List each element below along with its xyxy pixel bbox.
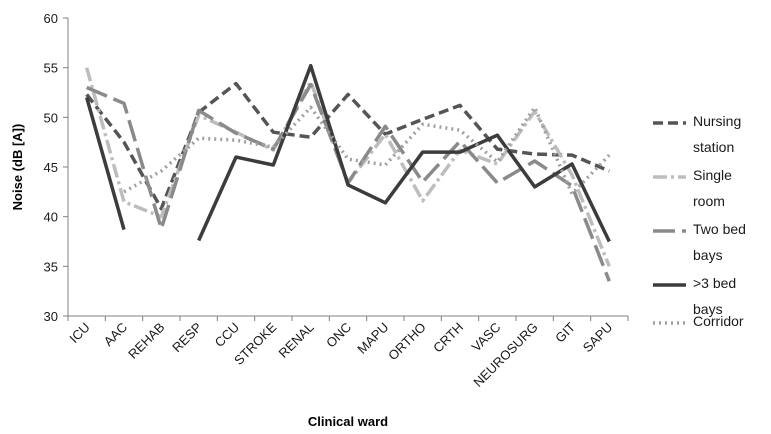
series-line xyxy=(85,97,126,231)
x-tick-label: CCU xyxy=(212,320,243,351)
legend-label: Single xyxy=(693,167,732,183)
legend-label: station xyxy=(693,139,734,155)
y-tick-label: 45 xyxy=(44,160,58,175)
y-tick-labels: 30 35 40 45 50 55 60 xyxy=(44,11,58,324)
y-tick-label: 40 xyxy=(44,210,58,225)
legend-label: Nursing xyxy=(693,113,741,129)
x-tick-label: SAPU xyxy=(580,320,616,356)
series-nursing-station xyxy=(85,81,610,211)
legend-label: bays xyxy=(693,301,723,317)
x-tick-label: CRTH xyxy=(430,320,466,356)
y-tick-label: 30 xyxy=(44,309,58,324)
y-tick-label: 60 xyxy=(44,11,58,26)
series-line xyxy=(85,81,610,211)
legend-label: Corridor xyxy=(693,313,744,329)
legend-item: Corridor xyxy=(653,313,744,329)
x-tick-label: GIT xyxy=(552,319,578,345)
x-tick-label: ORTHO xyxy=(385,320,429,364)
legend-item: >3 bed bays xyxy=(653,275,736,317)
x-tick-label: RENAL xyxy=(276,320,317,361)
x-tick-label: ONC xyxy=(323,320,354,351)
x-tick-label: VASC xyxy=(468,320,503,355)
legend-label: >3 bed xyxy=(693,275,736,291)
y-tick-label: 35 xyxy=(44,259,58,274)
x-axis-title: Clinical ward xyxy=(308,414,388,429)
series-lines xyxy=(85,63,611,282)
y-axis-title: Noise (dB [A]) xyxy=(10,124,25,211)
axes xyxy=(63,17,629,321)
legend-label: Two bed xyxy=(693,221,746,237)
x-tick-label: REHAB xyxy=(125,320,167,362)
legend-label: bays xyxy=(693,247,723,263)
legend-item: Nursing station xyxy=(653,113,741,155)
y-tick-label: 50 xyxy=(44,110,58,125)
x-tick-label: AAC xyxy=(101,320,131,350)
y-tick-label: 55 xyxy=(44,61,58,76)
series--3-bed-bays xyxy=(85,63,611,243)
legend-item: Single room xyxy=(653,167,732,209)
x-tick-label: RESP xyxy=(169,320,205,356)
series-line xyxy=(197,63,611,243)
legend-label: room xyxy=(693,193,725,209)
x-tick-label: ICU xyxy=(66,320,92,346)
legend-item: Two bed bays xyxy=(653,221,746,263)
